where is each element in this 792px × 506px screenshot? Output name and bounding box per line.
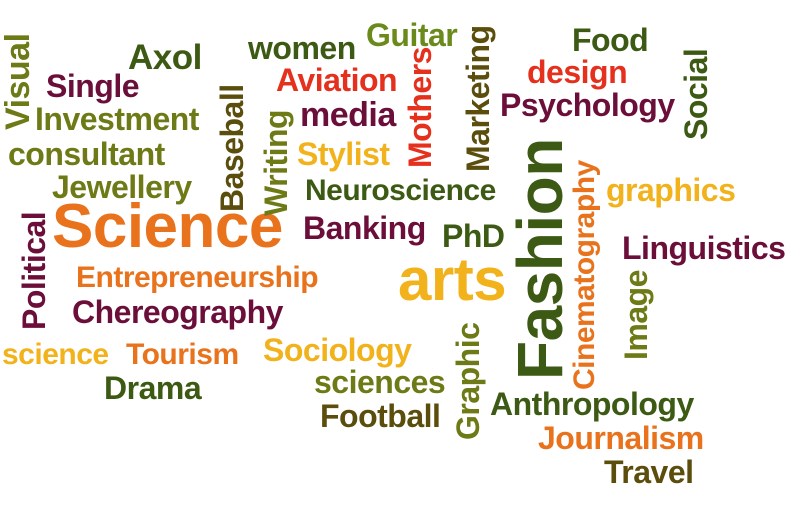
word-drama: Drama — [104, 370, 202, 406]
word-writing: Writing — [258, 109, 294, 216]
word-guitar: Guitar — [366, 17, 458, 53]
word-sciences: sciences — [314, 364, 446, 400]
word-phd: PhD — [442, 218, 505, 254]
word-graphics: graphics — [606, 172, 736, 208]
word-axol: Axol — [128, 38, 202, 77]
word-fashion: Fashion — [504, 138, 576, 380]
word-consultant: consultant — [8, 136, 165, 172]
word-design: design — [527, 54, 628, 90]
word-stylist: Stylist — [297, 136, 390, 172]
word-food: Food — [572, 22, 649, 58]
word-cinematography: Cinematography — [568, 160, 601, 390]
word-jewellery: Jewellery — [52, 169, 192, 205]
word-neuroscience: Neuroscience — [305, 174, 496, 207]
word-graphic: Graphic — [450, 322, 486, 440]
word-single: Single — [46, 68, 140, 104]
word-baseball: Baseball — [214, 84, 250, 212]
word-chereography: Chereography — [72, 294, 283, 330]
word-psychology: Psychology — [500, 87, 675, 123]
word-aviation: Aviation — [276, 62, 398, 98]
word-investment: Investment — [35, 101, 199, 137]
word-mothers: Mothers — [402, 47, 438, 168]
word-science-big: Science — [52, 192, 283, 261]
word-football: Football — [320, 398, 441, 434]
word-entrepreneurship: Entrepreneurship — [76, 261, 319, 294]
word-image: Image — [618, 270, 654, 360]
word-linguistics: Linguistics — [622, 230, 786, 266]
word-science-small: science — [2, 338, 109, 371]
word-sociology: Sociology — [263, 332, 412, 368]
word-media: media — [300, 96, 396, 134]
word-women: women — [248, 30, 356, 66]
word-marketing: Marketing — [460, 25, 496, 172]
word-social: Social — [678, 48, 714, 140]
word-journalism: Journalism — [538, 420, 704, 456]
word-anthropology: Anthropology — [490, 386, 694, 422]
word-visual: Visual — [0, 33, 37, 130]
word-travel: Travel — [604, 454, 694, 490]
word-arts: arts — [398, 246, 507, 313]
word-tourism: Tourism — [126, 338, 239, 371]
word-banking: Banking — [303, 210, 426, 246]
word-political: Political — [16, 211, 52, 330]
